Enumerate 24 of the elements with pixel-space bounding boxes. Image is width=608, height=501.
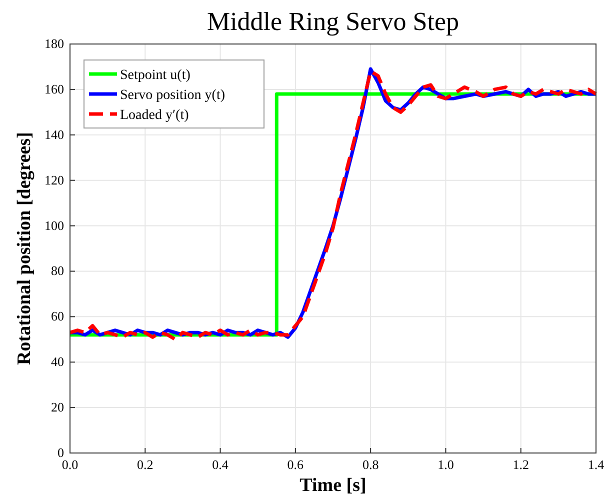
x-tick-label: 0.0 [62,457,78,472]
y-axis-title: Rotational position [degrees] [14,132,35,365]
chart-title: Middle Ring Servo Step [206,7,460,36]
x-tick-label: 1.2 [512,457,529,472]
y-tick-label: 40 [51,354,64,370]
legend-label: Loaded y′(t) [120,108,190,123]
x-tick-label: 0.4 [212,457,229,472]
legend-label: Servo position y(t) [120,88,226,103]
y-tick-label: 180 [44,36,64,51]
y-tick-label: 140 [44,126,64,142]
y-tick-label: 100 [44,218,64,233]
y-tick-label: 80 [51,263,64,278]
y-tick-label: 20 [51,400,64,415]
x-axis-title: Time [s] [300,475,366,496]
y-tick-label: 160 [44,81,64,96]
x-tick-label: 0.6 [287,457,304,472]
y-tick-label: 120 [44,172,64,188]
x-tick-label: 1.0 [438,457,454,472]
x-tick-label: 0.2 [137,457,154,472]
x-tick-label: 1.4 [588,457,605,472]
legend-label: Setpoint u(t) [120,68,191,83]
y-tick-label: 0 [58,445,64,460]
x-tick-label: 0.8 [362,457,379,472]
y-tick-label: 60 [51,308,64,324]
